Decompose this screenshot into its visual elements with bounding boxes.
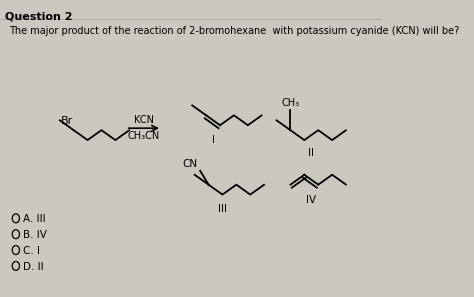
Text: Br: Br (61, 116, 73, 126)
Text: D. II: D. II (23, 262, 44, 272)
Text: The major product of the reaction of 2-bromohexane  with potassium cyanide (KCN): The major product of the reaction of 2-b… (9, 26, 460, 36)
Text: III: III (218, 204, 227, 214)
Text: IV: IV (306, 195, 316, 205)
Text: I: I (211, 135, 215, 145)
Text: CH₃CN: CH₃CN (128, 131, 160, 141)
Text: CH₃: CH₃ (282, 98, 300, 108)
Text: B. IV: B. IV (23, 230, 47, 240)
Text: II: II (308, 148, 314, 158)
Text: C. I: C. I (23, 246, 40, 256)
Text: A. III: A. III (23, 214, 46, 224)
Text: KCN: KCN (134, 115, 154, 125)
Text: Question 2: Question 2 (5, 11, 72, 21)
Text: CN: CN (182, 159, 198, 169)
